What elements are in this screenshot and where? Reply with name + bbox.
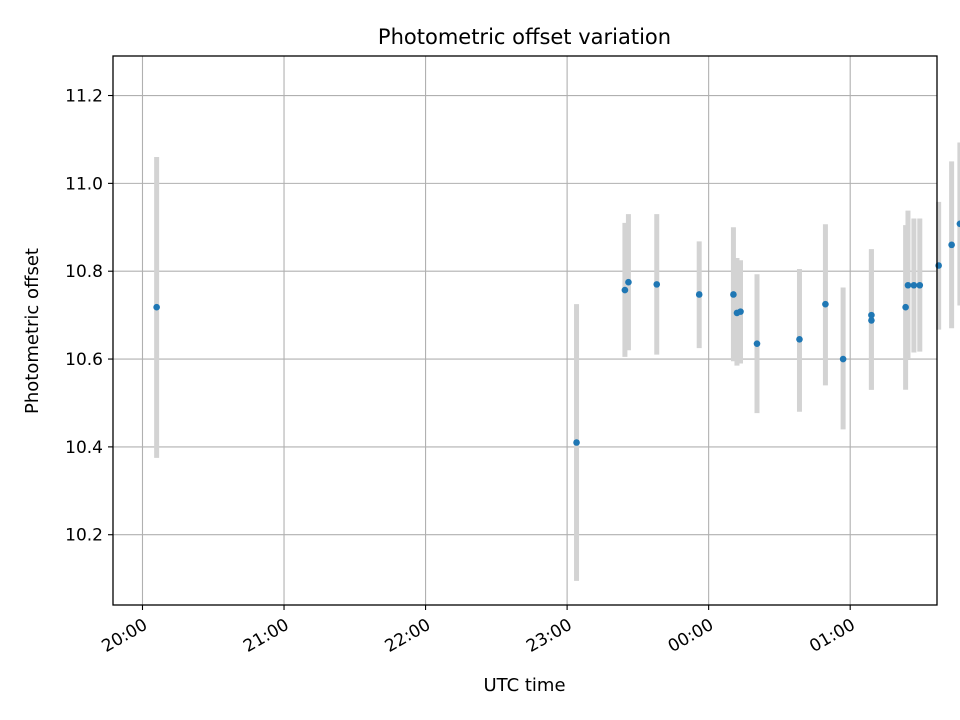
plot-frame [112,55,938,606]
y-tick-label: 11.0 [65,174,103,194]
data-point [753,340,761,347]
data-point [839,355,847,363]
data-point [868,317,875,324]
x-axis-label: UTC time [483,675,565,696]
data-point [153,303,160,311]
y-tick-label: 10.4 [65,438,103,458]
data-point [902,303,909,311]
data-point [868,311,875,319]
data-point [573,439,580,446]
data-point [916,281,924,289]
data-point [796,335,803,343]
data-point [695,291,703,298]
chart-title: Photometric offset variation [378,25,671,49]
data-point [653,281,661,288]
data-point [730,291,737,298]
data-point [904,281,912,289]
y-axis: 10.2 10.4 10.6 10.8 11.0 11.2 [65,87,113,546]
data-point [621,286,629,294]
data-point [956,220,960,228]
y-tick-label: 10.8 [65,262,103,282]
y-tick-label: 10.2 [65,526,103,546]
data-point [948,241,955,249]
data-point [737,308,744,315]
y-tick-label: 10.6 [65,350,103,370]
y-tick-label: 11.2 [65,87,103,107]
data-point [935,262,942,269]
data-point [910,281,918,289]
data-point [822,300,829,308]
data-point [625,278,632,286]
y-axis-label: Photometric offset [22,248,43,414]
data-points [153,220,960,446]
